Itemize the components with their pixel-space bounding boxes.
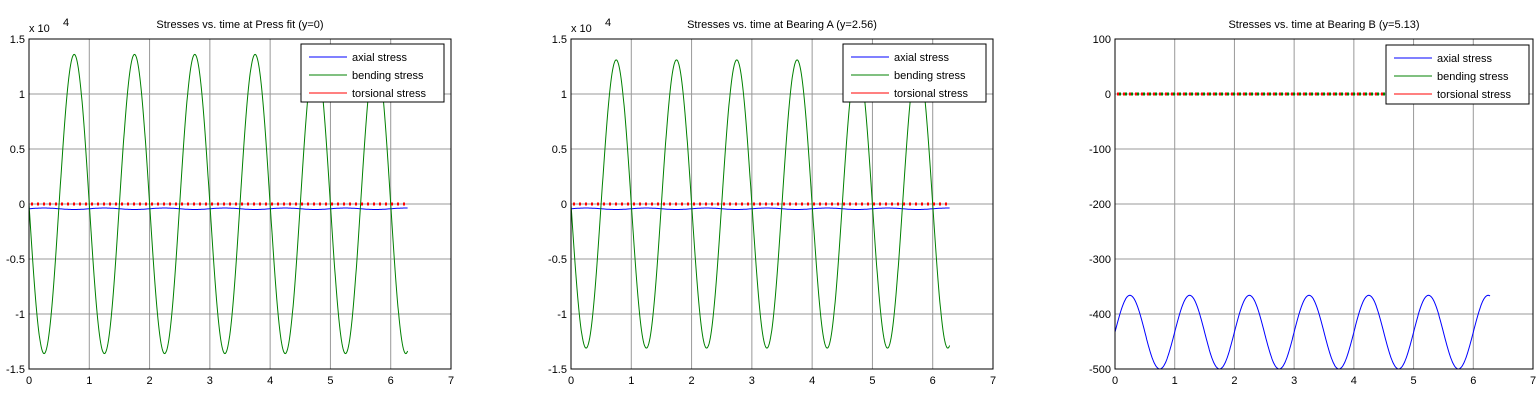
legend-box <box>300 43 445 103</box>
x-tick-label: 2 <box>689 375 695 387</box>
y-tick-label: -300 <box>1089 254 1111 266</box>
x-tick-label: 7 <box>990 375 996 387</box>
y-exponent-power: 4 <box>63 17 69 29</box>
legend: axial stress bending stress torsional stre… <box>842 43 987 103</box>
subplot-3: 0 1 2 3 4 5 6 7 -500 -400 -300 -200 -100 0 100 Stresses… <box>1089 19 1536 387</box>
y-exponent-label: x 10 <box>571 23 592 35</box>
y-tick-label: -200 <box>1089 199 1111 211</box>
x-tick-label: 1 <box>628 375 634 387</box>
x-tick-label: 6 <box>930 375 936 387</box>
subplot-2: 0 1 2 3 4 5 6 7 -1.5 -1 -0.5 0 0.5 1 1.5 Stresses vs. t… <box>548 17 996 387</box>
x-tick-label: 0 <box>1112 375 1118 387</box>
series-line-axial-stress <box>1114 294 1491 370</box>
y-tick-label: -500 <box>1089 364 1111 376</box>
x-tick-label: 3 <box>749 375 755 387</box>
x-tick-label: 5 <box>869 375 875 387</box>
y-tick-label: 0.5 <box>552 144 567 156</box>
legend: axial stress bending stress torsional stre… <box>300 43 445 103</box>
x-tick-label: 0 <box>26 375 32 387</box>
y-tick-label: -1 <box>557 309 567 321</box>
x-tick-label: 4 <box>809 375 815 387</box>
y-tick-label: 0 <box>1105 89 1111 101</box>
chart-title: Stresses vs. time at Bearing A (y=2.56) <box>687 19 877 31</box>
x-tick-label: 2 <box>1231 375 1237 387</box>
y-tick-label: 1.5 <box>552 34 567 46</box>
x-tick-label: 4 <box>1351 375 1357 387</box>
subplot-1: 0 1 2 3 4 5 6 7 -1.5 -1 -0.5 0 0.5 1 1.5 Stresses vs. t… <box>6 17 454 387</box>
legend-label: bending stress <box>352 70 424 82</box>
x-tick-label: 0 <box>568 375 574 387</box>
y-tick-label: -1.5 <box>6 364 25 376</box>
y-exponent-power: 4 <box>605 17 611 29</box>
chart-title: Stresses vs. time at Press fit (y=0) <box>156 19 323 31</box>
series-line-bending-stress <box>570 59 951 349</box>
x-tick-label: 1 <box>86 375 92 387</box>
x-tick-label: 1 <box>1172 375 1178 387</box>
y-tick-label: -0.5 <box>6 254 25 266</box>
x-tick-label: 7 <box>1530 375 1536 387</box>
y-tick-label: 0 <box>19 199 25 211</box>
legend-box <box>842 43 987 103</box>
legend-label: axial stress <box>352 52 408 64</box>
axes-frame <box>570 38 994 370</box>
y-tick-label: 1.5 <box>10 34 25 46</box>
chart-title: Stresses vs. time at Bearing B (y=5.13) <box>1228 19 1419 31</box>
legend-label: axial stress <box>1437 53 1493 65</box>
x-tick-label: 6 <box>1470 375 1476 387</box>
axes-frame <box>1114 38 1534 370</box>
x-tick-label: 3 <box>207 375 213 387</box>
series-line-axial-stress <box>570 207 950 210</box>
x-tick-label: 5 <box>1411 375 1417 387</box>
legend: axial stress bending stress torsional stre… <box>1385 44 1530 105</box>
y-tick-label: 1 <box>19 89 25 101</box>
y-tick-label: -400 <box>1089 309 1111 321</box>
legend-label: torsional stress <box>1437 89 1511 101</box>
legend-label: torsional stress <box>894 88 968 100</box>
series-line-axial-stress <box>28 207 408 210</box>
y-tick-label: 0.5 <box>10 144 25 156</box>
y-tick-label: -1 <box>15 309 25 321</box>
y-tick-label: -0.5 <box>548 254 567 266</box>
axes-frame <box>28 38 452 370</box>
y-tick-label: 1 <box>561 89 567 101</box>
x-tick-label: 5 <box>327 375 333 387</box>
legend-label: bending stress <box>1437 71 1509 83</box>
x-tick-label: 3 <box>1291 375 1297 387</box>
y-tick-label: 0 <box>561 199 567 211</box>
x-tick-label: 7 <box>448 375 454 387</box>
legend-label: axial stress <box>894 52 950 64</box>
y-tick-label: -100 <box>1089 144 1111 156</box>
x-tick-label: 4 <box>267 375 273 387</box>
legend-label: bending stress <box>894 70 966 82</box>
series-line-bending-stress <box>28 53 409 355</box>
y-exponent-label: x 10 <box>29 23 50 35</box>
x-tick-label: 6 <box>388 375 394 387</box>
x-tick-label: 2 <box>147 375 153 387</box>
legend-label: torsional stress <box>352 88 426 100</box>
y-tick-label: -1.5 <box>548 364 567 376</box>
y-tick-label: 100 <box>1093 34 1111 46</box>
